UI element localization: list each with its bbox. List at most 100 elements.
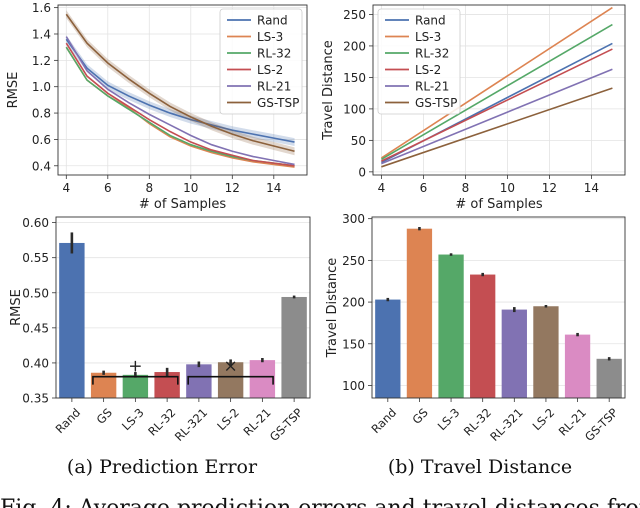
x-axis-label: # of Samples [139, 197, 226, 212]
legend-label-ls-3: LS-3 [257, 30, 283, 44]
legend-label-ls-2: LS-2 [257, 63, 283, 77]
y-tick-label: 250 [343, 8, 366, 22]
significance-marker: + [128, 357, 142, 377]
caption-b: (b) Travel Distance [388, 456, 572, 478]
axes-frame [371, 216, 626, 399]
legend-label-ls-3: LS-3 [415, 30, 441, 44]
bar-rl-32 [470, 274, 496, 398]
y-tick-label: 0.50 [22, 286, 49, 300]
y-tick-label: 250 [342, 254, 365, 268]
series-line-ls-3 [380, 6, 613, 159]
y-axis-label: RMSE [6, 72, 21, 109]
y-tick-label: 0.6 [32, 133, 51, 147]
x-tick-label: 12 [542, 181, 557, 195]
bar-rl-21 [249, 360, 276, 398]
axes-frame [372, 4, 626, 176]
axes-frame [55, 216, 311, 399]
caption-a: (a) Prediction Error [67, 456, 258, 478]
y-tick-label: 50 [351, 134, 366, 148]
y-tick-label: 200 [343, 39, 366, 53]
y-tick-label: 0.35 [22, 392, 49, 406]
bar-ls-3 [122, 374, 149, 398]
series-line-ls-2 [381, 48, 613, 162]
bar-rand [59, 242, 85, 398]
y-tick-label: 1.6 [32, 1, 51, 15]
x-tick-label-rl-321: RL-321 [172, 405, 210, 443]
significance-bracket [187, 375, 274, 385]
x-tick-label: 8 [462, 181, 470, 195]
confidence-band-rand [66, 35, 295, 147]
bar-ls-3 [438, 254, 464, 398]
rmse-vs-samples-plot: 0.4 0.6 0.8 1.0 1.2 1.4 1.6 4 6 8 10 12 14 # of Sampl… [6, 1, 308, 212]
legend-box [219, 8, 303, 115]
y-axis-label: RMSE [9, 289, 24, 326]
y-tick-label: 1.4 [32, 27, 51, 41]
x-tick-label: 10 [500, 181, 515, 195]
series-line-rl-21 [381, 68, 613, 165]
rmse-bar-chart: 0.35 0.40 0.45 0.50 0.55 0.60 RMSE Rand GS LS-3 RL… [9, 216, 311, 444]
y-tick-label: 0.55 [22, 251, 49, 265]
x-tick-label: 14 [584, 181, 599, 195]
travel-distance-vs-samples-plot: 0 50 100 150 200 250 4 6 8 10 12 14 # of Samples Trav… [321, 4, 626, 212]
y-tick-label: 300 [342, 212, 365, 226]
legend-label-rand: Rand [415, 14, 446, 28]
legend-label-rl-21: RL-21 [415, 80, 449, 94]
x-tick-label: 14 [266, 181, 281, 195]
y-tick-label: 0.4 [32, 159, 51, 173]
series-line-rand [65, 38, 295, 143]
significance-bracket [92, 375, 179, 385]
y-tick-label: 1.0 [32, 80, 51, 94]
x-tick-label-rand: Rand [368, 405, 399, 436]
y-tick-label: 0.45 [22, 321, 49, 335]
x-tick-label-ls-2: LS-2 [214, 405, 242, 433]
x-tick-label-gs: GS [409, 405, 430, 426]
bar-rl-321 [186, 364, 212, 398]
y-axis-label: Travel Distance [325, 258, 340, 359]
y-tick-label: 0 [358, 165, 366, 179]
y-tick-label: 100 [342, 379, 365, 393]
significance-marker: × [224, 357, 238, 377]
bar-gs-tsp [281, 296, 307, 398]
legend-box [377, 8, 461, 115]
y-tick-label: 100 [343, 102, 366, 116]
legend-label-gs-tsp: GS-TSP [415, 96, 457, 110]
series-line-ls-2 [65, 42, 295, 167]
series-line-rl-21 [65, 36, 295, 166]
legend-label-ls-2: LS-2 [415, 63, 441, 77]
series-line-gs-tsp [381, 87, 613, 168]
bar-rand [375, 299, 401, 398]
y-tick-label: 0.60 [22, 216, 49, 230]
x-tick-label-gs: GS [94, 405, 115, 426]
legend-label-gs-tsp: GS-TSP [257, 96, 299, 110]
y-tick-label: 0.40 [22, 356, 49, 370]
axes-frame [57, 4, 308, 176]
x-tick-label: 6 [420, 181, 428, 195]
y-tick-label: 0.8 [32, 107, 51, 121]
x-tick-label-ls-2: LS-2 [530, 405, 558, 433]
y-tick-label: 1.2 [32, 54, 51, 68]
x-tick-label: 6 [104, 181, 112, 195]
x-tick-label: 4 [62, 181, 70, 195]
y-tick-label: 150 [343, 71, 366, 85]
x-tick-label-gs-tsp: GS-TSP [582, 405, 621, 444]
legend-label-rl-32: RL-32 [257, 47, 291, 61]
x-axis-label: # of Samples [455, 197, 542, 212]
y-tick-label: 150 [342, 337, 365, 351]
y-axis-label: Travel Distance [321, 40, 336, 141]
legend-label-rand: Rand [257, 14, 288, 28]
x-tick-label: 10 [183, 181, 198, 195]
legend-label-rl-21: RL-21 [257, 80, 291, 94]
x-tick-label: 8 [145, 181, 153, 195]
x-tick-label-gs-tsp: GS-TSP [267, 405, 306, 444]
bar-gs-tsp [596, 358, 622, 398]
x-tick-label: 4 [378, 181, 386, 195]
bar-gs [406, 228, 433, 398]
bar-ls-2 [533, 306, 559, 398]
travel-distance-bar-chart: 100 150 200 250 300 Travel Distance Rand GS LS-3… [325, 212, 626, 444]
bar-rl-321 [501, 309, 527, 398]
bar-rl-21 [564, 334, 591, 398]
x-tick-label-ls-3: LS-3 [435, 405, 463, 433]
x-tick-label-rl-321: RL-321 [487, 405, 525, 443]
series-line-gs-tsp [65, 13, 295, 153]
